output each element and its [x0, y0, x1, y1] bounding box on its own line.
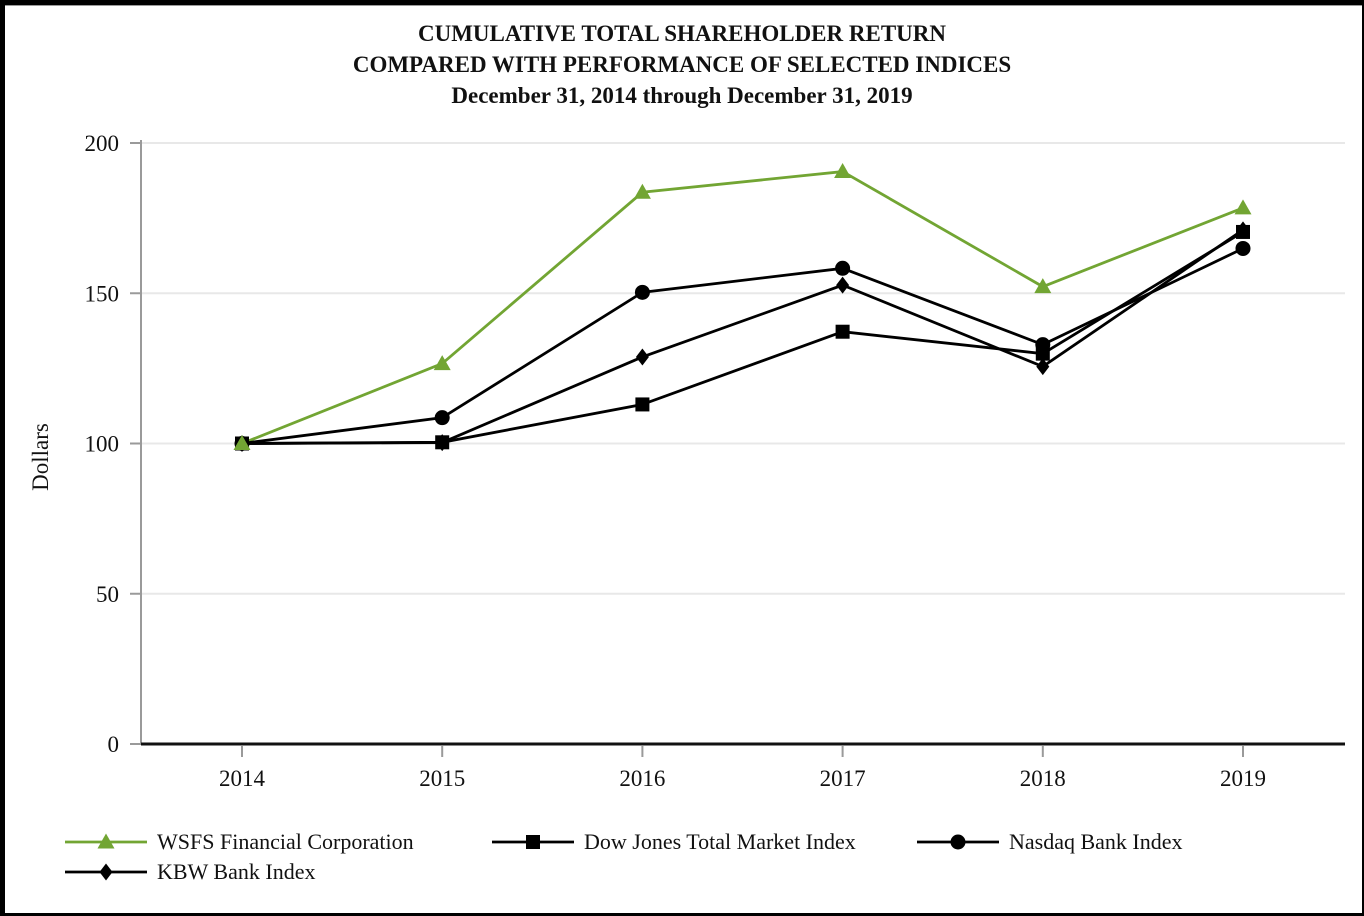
series-line-kbw-bank-index: [241, 228, 1244, 445]
circle-marker-icon: [950, 834, 966, 850]
square-marker-icon: [526, 835, 540, 849]
series-line-wsfs-financial-corporation: [241, 170, 1244, 445]
legend-entry-kbw-bank-index: KBW Bank Index: [65, 859, 315, 885]
y-tick-label-150: 150: [85, 281, 120, 306]
marker-kbw-bank-index-2016: [635, 348, 649, 366]
legend-entry-dow-jones-total-market-index: Dow Jones Total Market Index: [492, 829, 856, 855]
x-tick-label-2016: 2016: [619, 766, 665, 791]
x-tick-label-2018: 2018: [1020, 766, 1066, 791]
triangle-legend-swatch-icon: [65, 833, 147, 849]
x-tick-label-2017: 2017: [820, 766, 866, 791]
legend-entry-wsfs-financial-corporation: WSFS Financial Corporation: [65, 829, 414, 855]
chart-title-line3: December 31, 2014 through December 31, 2…: [451, 83, 913, 108]
marker-kbw-bank-index-2017: [836, 276, 850, 294]
x-tick-label-2015: 2015: [419, 766, 465, 791]
chart-title-line2: COMPARED WITH PERFORMANCE OF SELECTED IN…: [352, 52, 1012, 77]
marker-nasdaq-bank-index-2015: [434, 410, 450, 426]
circle-legend-swatch-icon: [917, 834, 999, 850]
y-tick-label-0: 0: [108, 732, 120, 757]
marker-dow-jones-total-market-index-2017: [835, 324, 850, 339]
y-tick-label-50: 50: [96, 582, 119, 607]
marker-nasdaq-bank-index-2017: [835, 260, 851, 276]
marker-nasdaq-bank-index-2016: [634, 284, 650, 300]
x-tick-label-2019: 2019: [1220, 766, 1266, 791]
x-tick-label-2014: 2014: [219, 766, 266, 791]
legend-entry-nasdaq-bank-index: Nasdaq Bank Index: [917, 829, 1183, 855]
diamond-legend-swatch-icon: [65, 863, 147, 881]
triangle-marker-icon: [97, 833, 115, 849]
legend-label-nasdaq-bank-index: Nasdaq Bank Index: [1009, 829, 1183, 854]
y-tick-label-200: 200: [85, 131, 120, 156]
series-line-dow-jones-total-market-index: [241, 230, 1244, 445]
marker-wsfs-financial-corporation-2019: [1234, 199, 1252, 215]
marker-dow-jones-total-market-index-2015: [435, 435, 450, 450]
legend-label-dow-jones-total-market-index: Dow Jones Total Market Index: [584, 829, 856, 854]
marker-nasdaq-bank-index-2018: [1035, 337, 1051, 353]
marker-dow-jones-total-market-index-2016: [635, 397, 650, 412]
square-legend-swatch-icon: [492, 835, 574, 849]
marker-wsfs-financial-corporation-2017: [834, 163, 852, 179]
marker-kbw-bank-index-2018: [1036, 358, 1050, 376]
series-line-nasdaq-bank-index: [241, 247, 1244, 445]
legend-label-wsfs-financial-corporation: WSFS Financial Corporation: [157, 829, 414, 854]
marker-wsfs-financial-corporation-2015: [433, 355, 451, 371]
marker-wsfs-financial-corporation-2018: [1034, 278, 1052, 294]
y-tick-label-100: 100: [85, 432, 120, 457]
diamond-marker-icon: [99, 863, 113, 881]
marker-dow-jones-total-market-index-2019: [1236, 224, 1250, 239]
legend-label-kbw-bank-index: KBW Bank Index: [157, 859, 316, 884]
chart-title: CUMULATIVE TOTAL SHAREHOLDER RETURN COMP…: [0, 18, 1364, 111]
marker-nasdaq-bank-index-2019: [1235, 240, 1251, 256]
marker-wsfs-financial-corporation-2016: [633, 183, 651, 199]
chart-title-line1: CUMULATIVE TOTAL SHAREHOLDER RETURN: [417, 21, 947, 46]
marker-wsfs-financial-corporation-2014: [233, 435, 251, 450]
